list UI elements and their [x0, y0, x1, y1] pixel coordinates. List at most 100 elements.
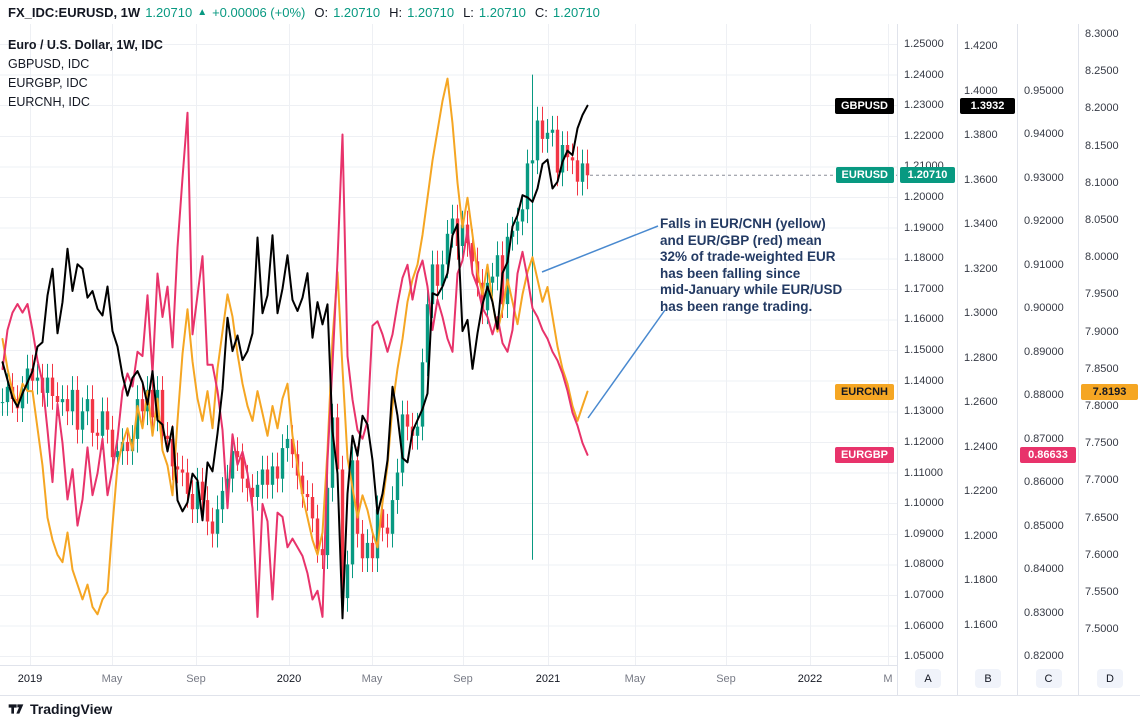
annotation-connector-line: [541, 225, 659, 273]
axis-a-tick: 1.24000: [904, 68, 944, 81]
axis-b-tick: 1.3000: [964, 307, 998, 320]
annotation-line: Falls in EUR/CNH (yellow): [660, 216, 826, 231]
axis-a-button[interactable]: A: [915, 669, 941, 688]
low-label: L:: [463, 4, 474, 20]
axis-c-tick: 0.90000: [1024, 302, 1064, 315]
chart-annotation: Falls in EUR/CNH (yellow) and EUR/GBP (r…: [660, 216, 900, 315]
axis-a-tick: 1.10000: [904, 497, 944, 510]
price-axis-c[interactable]: C 0.95000 0.94000 0.93000 0.92000 0.91000 0.9…: [1017, 24, 1079, 695]
axis-b-tick: 1.2400: [964, 440, 998, 453]
ohlc-header: FX_IDC:EURUSD, 1W 1.20710 ▲ +0.00006 (+0…: [0, 0, 1140, 24]
axis-c-tick: 0.84000: [1024, 563, 1064, 576]
axis-a-tick: 1.22000: [904, 129, 944, 142]
axis-d-tick: 8.1000: [1085, 176, 1119, 189]
time-tick: May: [101, 673, 123, 685]
time-tick: 2019: [17, 673, 43, 685]
axis-d-tick: 7.8000: [1085, 400, 1119, 412]
high-value: 1.20710: [407, 4, 455, 20]
legend-main-label: Euro / U.S. Dollar, 1W, IDC: [8, 38, 163, 52]
close-value: 1.20710: [552, 4, 600, 20]
axis-d-button[interactable]: D: [1097, 669, 1123, 688]
time-axis[interactable]: 2019 May Sep 2020 May Sep 2021 May Sep 2022 M: [0, 665, 897, 696]
price-label-gbpusd: 1.3932: [960, 97, 1015, 114]
axis-d-tick: 7.5000: [1085, 623, 1119, 636]
eurgbp-line[interactable]: [1, 111, 589, 618]
footer: TradingView: [0, 695, 1140, 722]
time-tick: M: [883, 673, 893, 685]
axis-d-tick: 8.0000: [1085, 251, 1119, 264]
axis-d-tick: 7.6000: [1085, 548, 1119, 561]
legend: Euro / U.S. Dollar, 1W, IDC GBPUSD, IDC …: [8, 36, 163, 112]
axis-d-tick: 7.7000: [1085, 474, 1119, 487]
series-name-label-eurusd: EURUSD: [835, 167, 894, 184]
brand-name: TradingView: [30, 701, 113, 717]
chart-pane[interactable]: Euro / U.S. Dollar, 1W, IDC GBPUSD, IDC …: [0, 24, 897, 665]
price-axis-a[interactable]: A 1.250001.240001.230001.220001.210001.2…: [897, 24, 958, 695]
legend-overlay-eurcnh[interactable]: EURCNH, IDC: [8, 93, 163, 112]
axis-c-tick: 0.83000: [1024, 606, 1064, 619]
axis-b-tick: 1.4200: [964, 40, 998, 52]
high-label: H:: [389, 4, 403, 20]
axis-c-button[interactable]: C: [1035, 669, 1062, 688]
legend-main-series[interactable]: Euro / U.S. Dollar, 1W, IDC: [8, 36, 163, 55]
price-label-eurusd: 1.20710: [900, 167, 955, 184]
time-tick: 2022: [797, 673, 823, 685]
axis-a-tick: 1.14000: [904, 374, 944, 387]
axis-b-tick: 1.3200: [964, 262, 998, 275]
time-tick: May: [361, 673, 383, 685]
annotation-connector-line: [587, 309, 666, 419]
axis-d-tick: 8.1500: [1085, 139, 1119, 152]
axis-a-tick: 1.08000: [904, 558, 944, 571]
axis-b-button[interactable]: B: [975, 669, 1001, 688]
tradingview-logo-link[interactable]: TradingView: [8, 701, 112, 717]
axis-b-tick: 1.2200: [964, 485, 998, 498]
annotation-line: has been range trading.: [660, 298, 813, 314]
legend-overlay-label: EURCNH, IDC: [8, 95, 90, 109]
axis-b-tick: 1.2000: [964, 529, 998, 542]
time-tick: Sep: [453, 673, 473, 685]
axis-c-tick: 0.85000: [1024, 519, 1064, 532]
tradingview-logo-icon: [8, 704, 24, 714]
axis-c-tick: 0.94000: [1024, 128, 1064, 141]
axis-d-tick: 7.8500: [1085, 362, 1119, 375]
price-change: +0.00006 (+0%): [212, 4, 306, 20]
axis-c-tick: 0.91000: [1024, 258, 1064, 271]
gbpusd-line[interactable]: [1, 104, 589, 620]
price-axis-d[interactable]: D 8.3000 8.2500 8.2000 8.1500 8.1000 8.0500 8.…: [1078, 24, 1140, 695]
axis-a-tick: 1.25000: [904, 38, 944, 50]
axis-a-tick: 1.23000: [904, 99, 944, 112]
axis-a-tick: 1.12000: [904, 435, 944, 448]
axis-a-tick: 1.11000: [904, 466, 943, 479]
axis-d-tick: 7.9000: [1085, 325, 1119, 338]
legend-overlay-label: GBPUSD, IDC: [8, 57, 90, 71]
axis-d-tick: 7.6500: [1085, 511, 1119, 524]
axis-a-tick: 1.13000: [904, 405, 944, 418]
axis-c-tick: 0.88000: [1024, 389, 1064, 402]
axis-c-tick: 0.87000: [1024, 432, 1064, 445]
axis-b-tick: 1.3600: [964, 173, 998, 186]
axis-a-tick: 1.17000: [904, 282, 944, 295]
time-tick: Sep: [716, 673, 736, 685]
axis-b-tick: 1.2600: [964, 396, 998, 409]
legend-overlay-label: EURGBP, IDC: [8, 76, 88, 90]
time-tick: 2020: [276, 673, 302, 685]
grid: [0, 24, 897, 665]
axis-b-tick: 1.2800: [964, 351, 998, 364]
legend-overlay-gbpusd[interactable]: GBPUSD, IDC: [8, 55, 163, 74]
price-axis-b[interactable]: B 1.4200 1.4000 1.3800 1.3600 1.3400 1.3200 1.…: [957, 24, 1018, 695]
axis-a-tick: 1.09000: [904, 527, 944, 540]
annotation-line: and EUR/GBP (red) mean: [660, 232, 822, 248]
axis-a-tick: 1.18000: [904, 252, 944, 265]
legend-overlay-eurgbp[interactable]: EURGBP, IDC: [8, 74, 163, 93]
eurusd-candles[interactable]: [0, 74, 590, 612]
axis-c-tick: 0.89000: [1024, 345, 1064, 358]
axis-d-tick: 8.2500: [1085, 65, 1119, 78]
axis-d-tick: 7.7500: [1085, 437, 1119, 450]
price-label-eurgbp: 0.86633: [1020, 446, 1076, 463]
axis-a-tick: 1.06000: [904, 619, 944, 632]
price-chart[interactable]: [0, 24, 897, 665]
axis-a-tick: 1.20000: [904, 191, 944, 204]
series-name-label-eurgbp: EURGBP: [834, 446, 894, 463]
eurcnh-line[interactable]: [1, 77, 589, 616]
axis-b-tick: 1.1800: [964, 574, 998, 587]
